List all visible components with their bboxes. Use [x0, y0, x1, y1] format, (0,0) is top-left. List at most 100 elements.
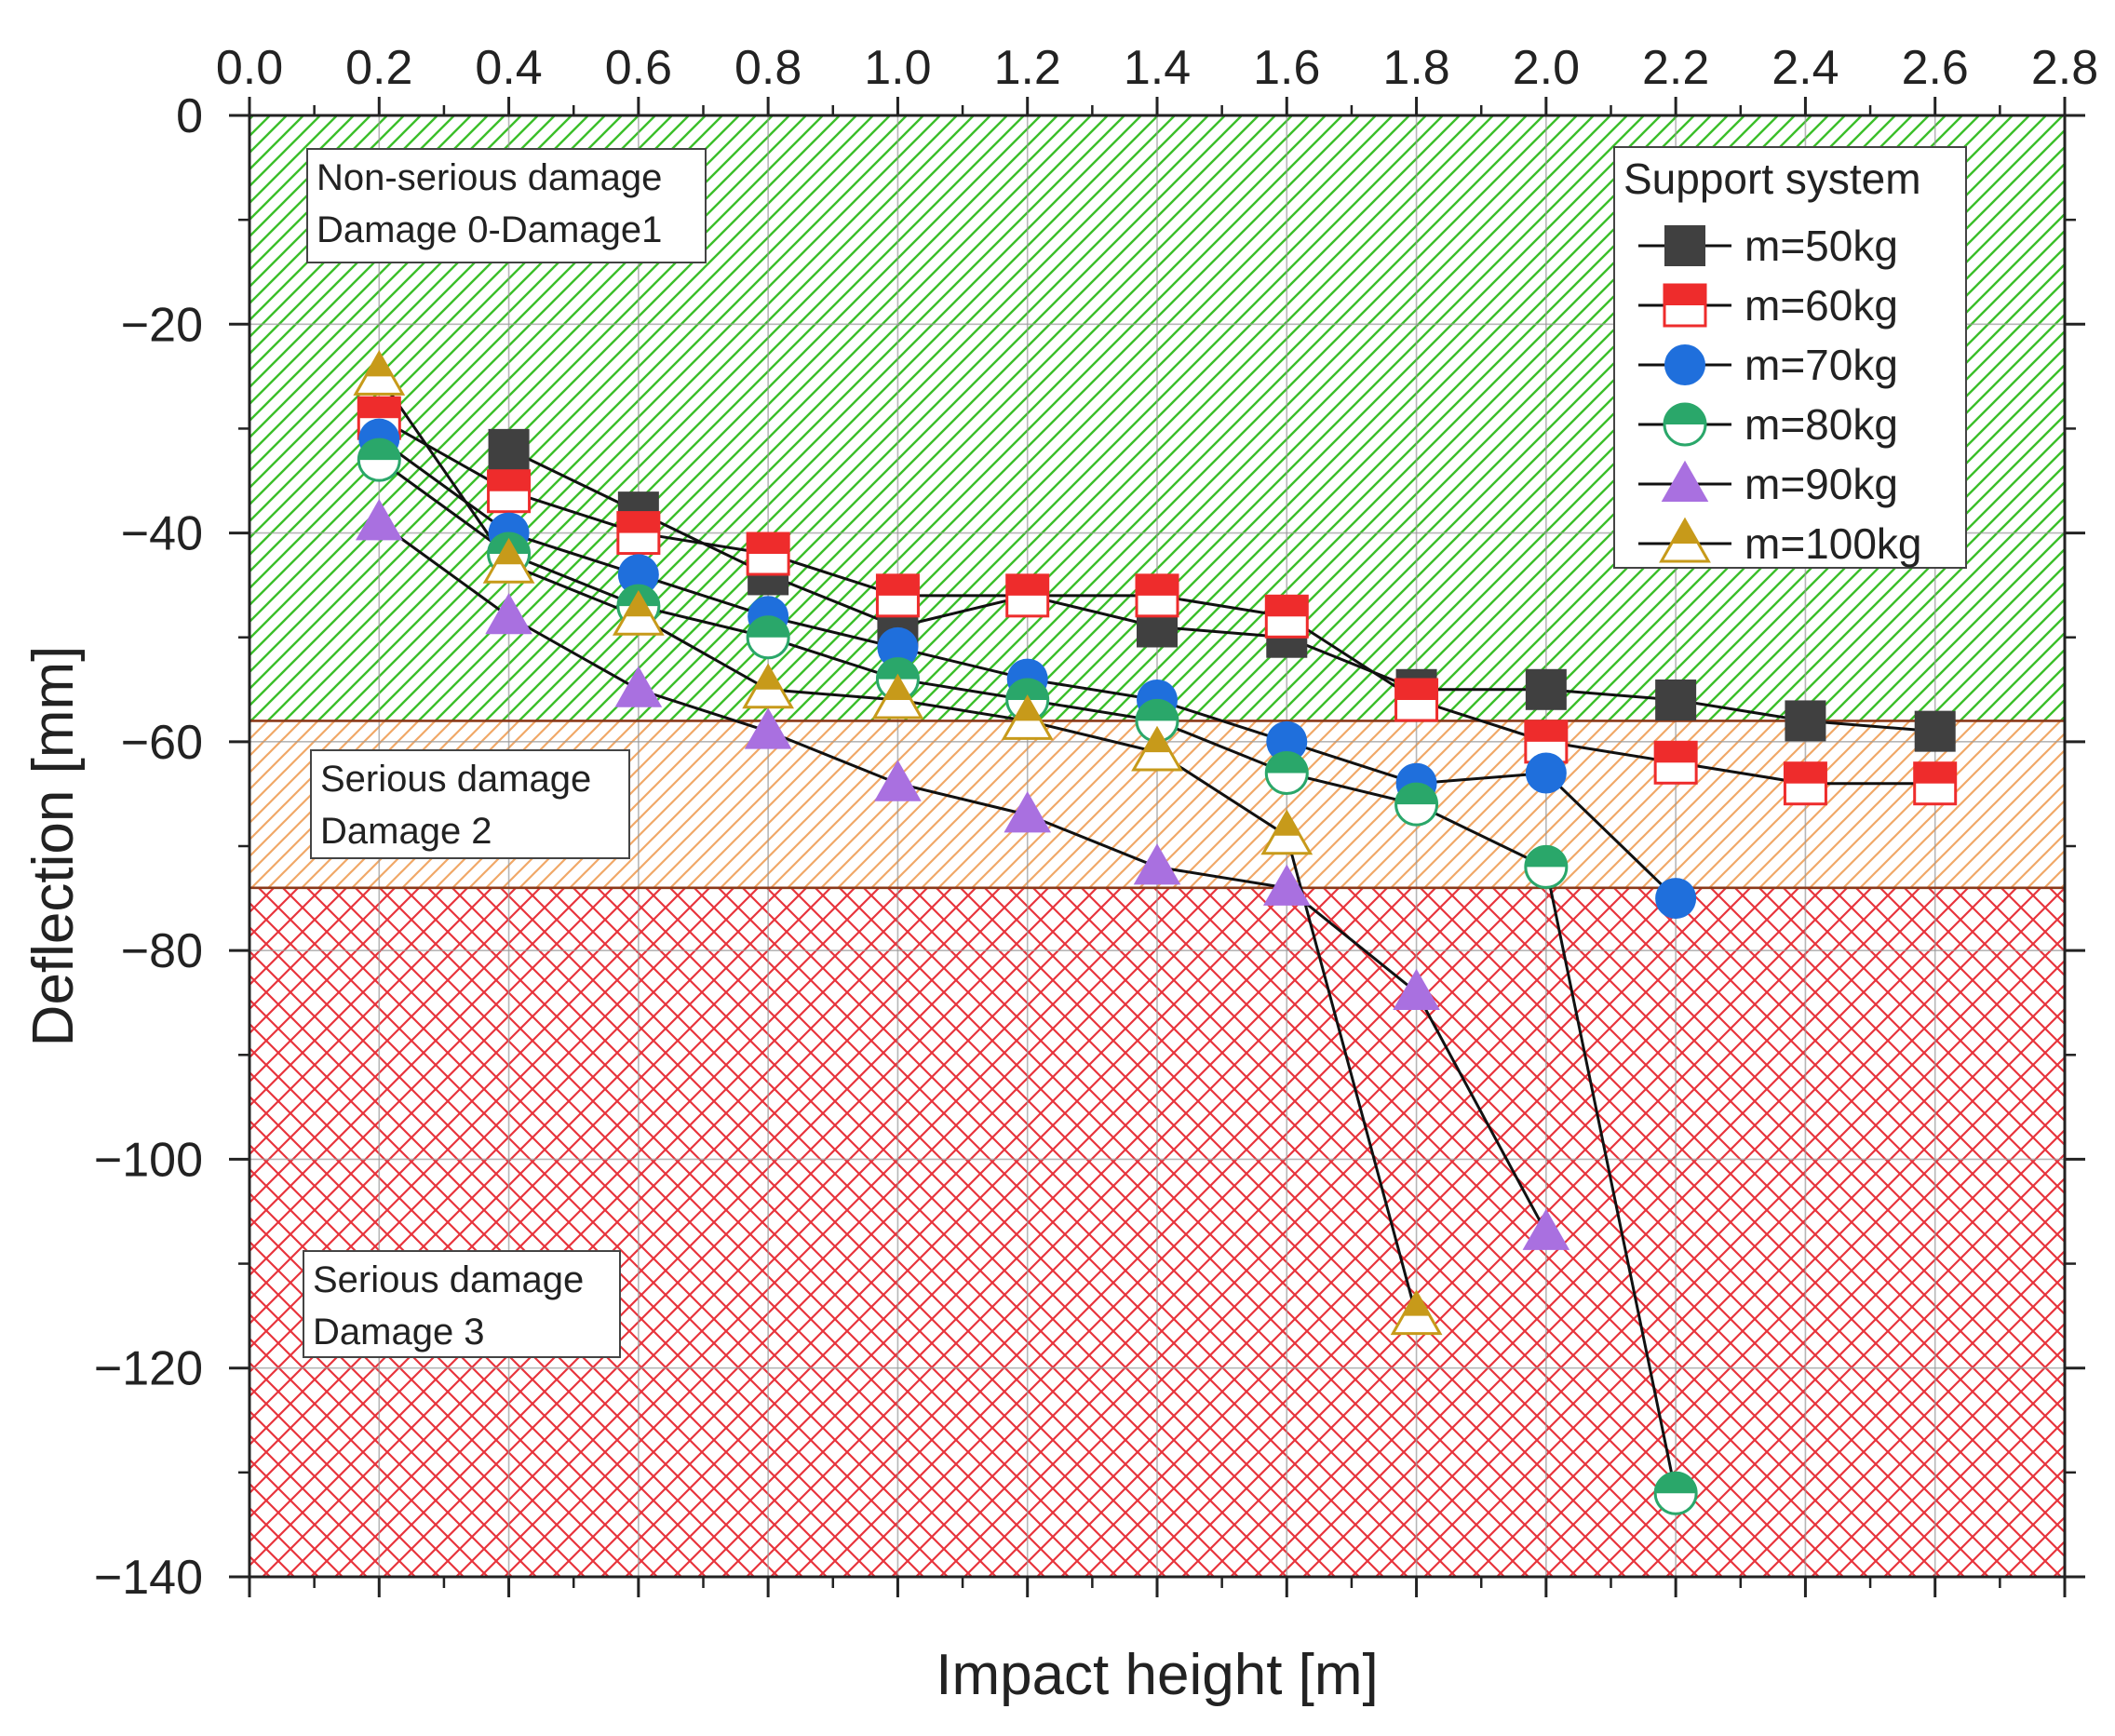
axes: 0.0 0.2 0.4 0.6 0.8 1.0 1.2 1.4 1.6 1.8 2.0 2.2 2.4 2…	[94, 41, 2098, 1605]
zone-label-line: Damage 2	[320, 811, 492, 852]
series-point	[1914, 710, 1956, 752]
zone-label-orange: Serious damage Damage 2	[310, 749, 630, 859]
zone-label-line: Serious damage	[320, 759, 591, 800]
series-point-fill	[1395, 784, 1437, 805]
series-point	[1785, 700, 1826, 742]
series-point	[1525, 752, 1567, 794]
series-markers	[357, 396, 1958, 806]
x-tick-label: 1.8	[1382, 41, 1449, 95]
series-point	[488, 428, 530, 470]
series-point-fill	[877, 574, 919, 596]
series-point	[1393, 968, 1440, 1010]
series-point-fill	[1395, 680, 1437, 700]
series-point-fill	[877, 658, 919, 680]
series-m90kg	[378, 521, 1548, 1233]
legend-item: m=80kg	[1638, 400, 1898, 449]
series-point-fill	[617, 512, 659, 533]
zone-label-line: Serious damage	[313, 1259, 584, 1300]
series-point-fill	[358, 439, 400, 461]
zone-label-line: Damage 0-Damage1	[317, 209, 662, 250]
legend-item: m=90kg	[1638, 460, 1898, 508]
series-point	[485, 592, 532, 635]
x-tick-label: 0.2	[345, 41, 412, 95]
y-tick-label: −40	[121, 507, 203, 561]
series-line	[378, 521, 1548, 1233]
series-markers	[357, 437, 1698, 1515]
series-point	[614, 666, 663, 707]
series-point	[1522, 1208, 1570, 1250]
legend-label: m=80kg	[1745, 400, 1898, 449]
zone-label-line: Damage 3	[313, 1312, 485, 1352]
series-point	[1655, 680, 1697, 720]
series-point-fill	[1006, 680, 1048, 700]
series-point	[1655, 878, 1697, 920]
series-point-fill	[748, 616, 789, 638]
series-layer	[353, 350, 1958, 1515]
zone-label-red: Serious damage Damage 3	[303, 1250, 621, 1358]
series-point	[1262, 864, 1311, 906]
series-point	[1525, 668, 1567, 710]
series-point-fill	[625, 592, 653, 617]
zone-label-box	[303, 1250, 621, 1358]
series-point-fill	[1137, 574, 1178, 596]
legend-item: m=50kg	[1638, 222, 1898, 270]
y-tick-label: −20	[121, 298, 203, 352]
series-point-fill	[1671, 519, 1699, 544]
series-point-fill	[1006, 574, 1048, 596]
x-tick-label: 0.6	[605, 41, 672, 95]
zone-label-box	[310, 749, 630, 859]
series-point-fill	[1266, 596, 1308, 617]
y-tick-label: −120	[94, 1342, 203, 1396]
series-point	[1664, 344, 1705, 385]
series-point-fill	[488, 470, 530, 491]
y-tick-label: −80	[121, 924, 203, 978]
x-tick-label: 2.4	[1771, 41, 1839, 95]
legend-item: m=100kg	[1638, 517, 1922, 568]
series-markers	[355, 499, 1570, 1250]
series-point-fill	[1655, 1473, 1697, 1494]
x-axis-title: Impact height [m]	[936, 1643, 1379, 1707]
series-point	[1266, 720, 1308, 762]
y-tick-label: −60	[121, 716, 203, 770]
x-tick-label: 1.2	[994, 41, 1061, 95]
series-point-fill	[748, 533, 789, 554]
x-tick-label: 2.8	[2031, 41, 2098, 95]
legend-label: m=100kg	[1745, 519, 1922, 568]
series-point	[1661, 460, 1709, 502]
series-point-fill	[1914, 762, 1956, 784]
x-tick-label: 0.0	[216, 41, 283, 95]
series-point-fill	[1403, 1292, 1431, 1316]
series-point-fill	[495, 540, 523, 565]
x-tick-label: 0.8	[734, 41, 802, 95]
zone-label-green: Non-serious damage Damage 0-Damage1	[306, 148, 707, 263]
legend: Support system m=50kg m=60kg m=70kg m=80kg m=…	[1613, 146, 1967, 569]
series-point	[744, 707, 792, 749]
series-point-fill	[883, 676, 911, 700]
x-tick-label: 2.6	[1902, 41, 1969, 95]
zone-label-line: Non-serious damage	[317, 157, 662, 198]
legend-label: m=70kg	[1745, 341, 1898, 389]
series-point-fill	[1664, 404, 1705, 424]
series-point	[617, 554, 659, 596]
legend-item: m=60kg	[1638, 281, 1898, 330]
series-point-fill	[358, 397, 400, 419]
series-point-fill	[1143, 728, 1171, 753]
series-point-fill	[1655, 742, 1697, 763]
zone-label-box	[306, 148, 707, 263]
x-tick-label: 2.2	[1642, 41, 1709, 95]
series-point	[1664, 225, 1705, 266]
legend-label: m=50kg	[1745, 222, 1898, 270]
series-point-fill	[1785, 762, 1826, 784]
series-point-fill	[1273, 812, 1300, 836]
series-point-fill	[1266, 752, 1308, 774]
y-tick-label: 0	[176, 89, 203, 143]
series-point-fill	[1664, 285, 1705, 305]
y-tick-label: −100	[94, 1133, 203, 1187]
x-tick-label: 1.0	[864, 41, 931, 95]
series-point	[877, 626, 919, 668]
legend-label: m=60kg	[1745, 281, 1898, 330]
series-point-fill	[1014, 697, 1042, 721]
series-point-fill	[365, 353, 393, 377]
